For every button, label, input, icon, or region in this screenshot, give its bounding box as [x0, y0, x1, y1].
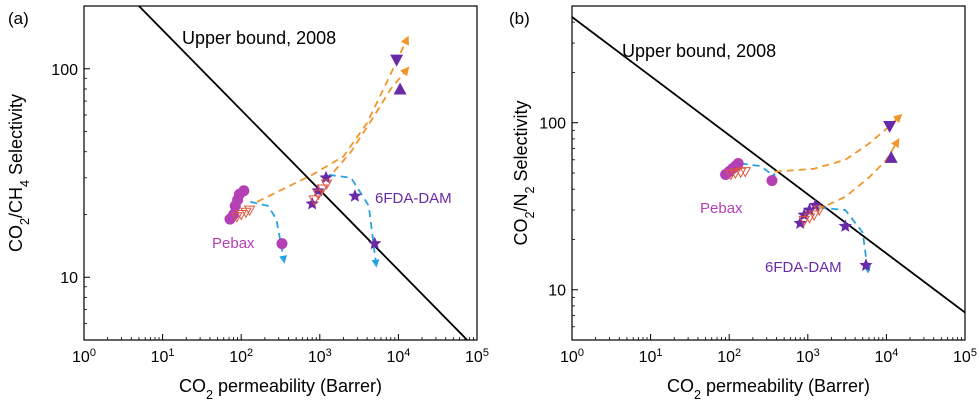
- hollow-triangle-point: [803, 213, 816, 224]
- hollow-triangle-point: [813, 205, 826, 217]
- dam-label: 6FDA-DAM: [375, 190, 452, 207]
- x-tick-label: 105: [465, 347, 489, 366]
- hollow-triangle-point: [235, 209, 248, 221]
- upper-bound-label: Upper bound, 2008: [182, 28, 336, 48]
- hollow-triangle-point: [798, 215, 811, 227]
- pebax-point: [766, 175, 778, 187]
- x-tick-label: 103: [308, 347, 332, 366]
- triangle-down-point: [883, 120, 897, 133]
- y-tick-label: 100: [51, 62, 78, 79]
- panel-a: 100 101 102 103 104 105 10 100 (a) CO2 permeabili…: [6, 5, 489, 402]
- x-tick-label: 105: [953, 347, 977, 366]
- hollow-triangle-point: [240, 207, 252, 219]
- hollow-triangle-point: [316, 184, 329, 196]
- hollow-triangle-point: [320, 179, 333, 191]
- pebax-label: Pebax: [700, 200, 743, 217]
- dam-star-point: [305, 196, 319, 210]
- trend-orange-3: [816, 138, 900, 211]
- hollow-triangle-point: [729, 168, 742, 180]
- hollow-triangle-point: [230, 212, 243, 223]
- x-axis-label-a: CO2 permeability (Barrer): [179, 376, 382, 400]
- x-axis-label-b: CO2 permeability (Barrer): [667, 376, 870, 400]
- x-tick-label: 102: [229, 347, 253, 366]
- y-tick-label: 10: [548, 283, 566, 300]
- trend-blue-0: [740, 162, 777, 182]
- upper-bound-line: [572, 16, 965, 314]
- triangle-up-point: [393, 82, 407, 95]
- panel-label-b: (b): [509, 9, 530, 28]
- pebax-point: [732, 157, 744, 169]
- trend-blue-0: [249, 200, 288, 264]
- x-tick-label: 100: [72, 347, 96, 366]
- x-tick-label: 102: [717, 347, 741, 366]
- trend-blue-1: [328, 173, 380, 268]
- y-tick-label: 10: [60, 270, 78, 287]
- panel-b: 100 101 102 103 104 105 10 100 (b) CO2 permeabili…: [509, 5, 977, 402]
- trend-blue-1: [819, 206, 872, 274]
- plot-area-a: [138, 6, 468, 340]
- x-tick-label: 104: [874, 347, 898, 366]
- x-tick-label: 100: [560, 347, 584, 366]
- dam-star-point: [859, 258, 873, 271]
- pebax-point: [276, 238, 288, 250]
- dam-star-point: [368, 236, 382, 250]
- trend-orange-3: [325, 66, 410, 182]
- x-tick-label: 103: [796, 347, 820, 366]
- pebax-label: Pebax: [212, 235, 255, 252]
- plot-frame-a: [83, 5, 478, 341]
- dam-star-point: [838, 219, 852, 232]
- hollow-triangle-point: [308, 195, 321, 206]
- dam-star-point: [797, 208, 811, 221]
- x-tick-label: 101: [639, 347, 663, 366]
- dam-star-point: [348, 189, 362, 202]
- trend-orange-2: [774, 113, 903, 173]
- triangle-down-point: [390, 54, 404, 67]
- dam-star-point: [808, 198, 823, 211]
- upper-bound-label: Upper bound, 2008: [622, 41, 776, 61]
- hollow-triangle-point: [808, 210, 820, 222]
- hollow-triangle-point: [739, 167, 752, 178]
- x-tick-label: 101: [151, 347, 175, 366]
- dam-star-point: [802, 203, 817, 216]
- y-tick-label: 100: [539, 116, 566, 133]
- dam-label: 6FDA-DAM: [765, 259, 842, 276]
- hollow-triangle-point: [243, 205, 256, 217]
- hollow-triangle-point: [312, 189, 325, 201]
- dam-star-point: [793, 216, 807, 229]
- y-axis-label-b: CO2/N2 Selectivity: [511, 100, 537, 245]
- pebax-point: [238, 185, 250, 197]
- x-tick-label: 104: [386, 347, 410, 366]
- y-axis-label-a: CO2/CH4 Selectivity: [6, 94, 32, 252]
- triangle-up-point: [884, 150, 898, 163]
- upper-bound-line: [138, 6, 468, 340]
- panel-label-a: (a): [8, 9, 29, 28]
- trend-orange-2: [256, 35, 409, 203]
- plot-area-b: [572, 16, 965, 314]
